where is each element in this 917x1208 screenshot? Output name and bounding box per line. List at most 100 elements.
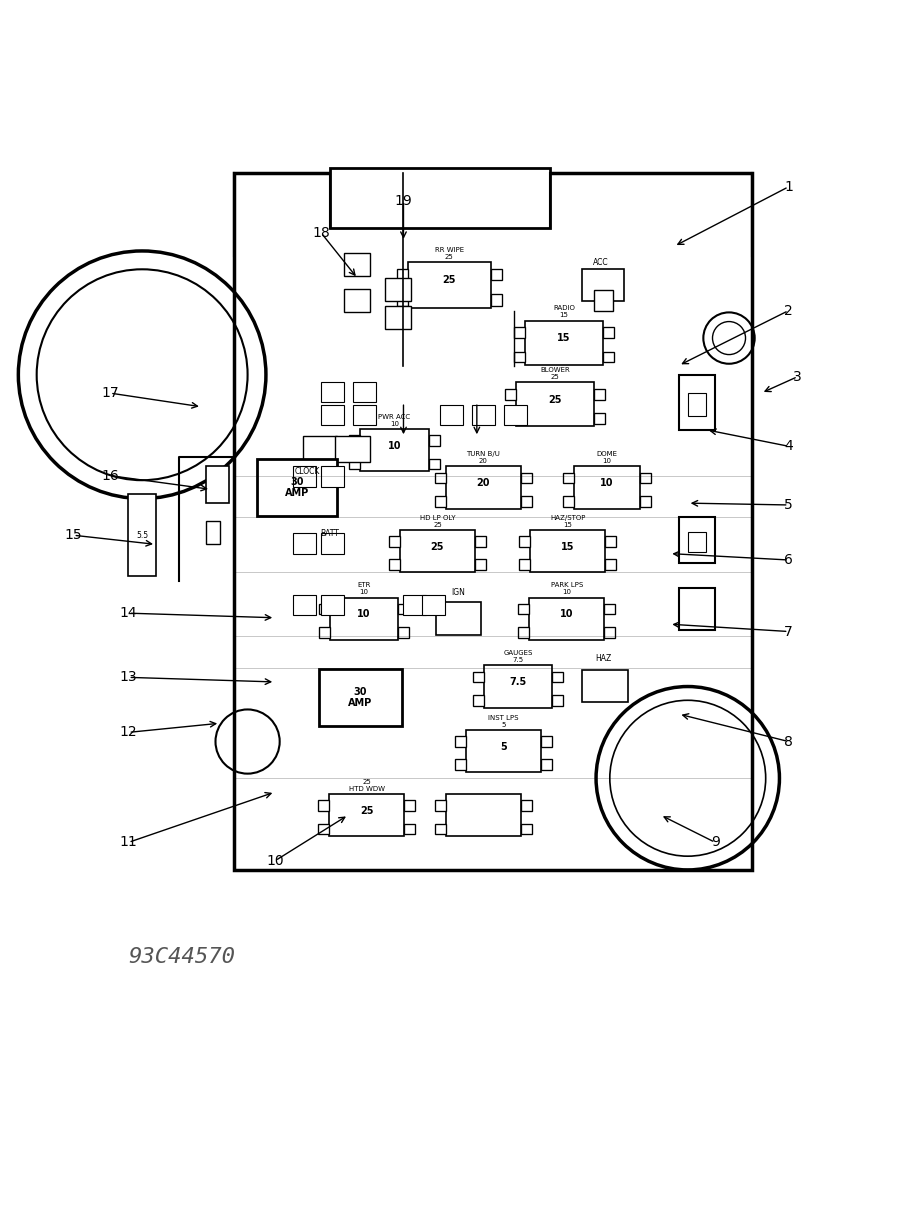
Text: 25: 25: [431, 541, 444, 552]
Bar: [473, 695, 484, 705]
Bar: [491, 269, 502, 280]
Bar: [435, 801, 446, 811]
Text: 20: 20: [477, 478, 490, 488]
Text: 18: 18: [312, 226, 330, 239]
Bar: [515, 382, 593, 426]
Bar: [594, 389, 605, 400]
Bar: [404, 801, 415, 811]
Bar: [321, 382, 344, 402]
Bar: [688, 532, 706, 552]
Bar: [293, 534, 316, 553]
Text: 30
AMP: 30 AMP: [348, 686, 372, 708]
Bar: [385, 279, 411, 301]
Bar: [128, 494, 156, 576]
Bar: [428, 459, 440, 469]
Bar: [604, 627, 615, 638]
Bar: [353, 405, 376, 425]
Text: 1: 1: [784, 180, 793, 193]
Text: 25: 25: [548, 395, 561, 405]
Text: TURN B/U
20: TURN B/U 20: [467, 452, 500, 464]
Bar: [582, 670, 628, 702]
Bar: [541, 736, 552, 747]
Bar: [525, 320, 602, 365]
Text: 93C44570: 93C44570: [128, 947, 236, 968]
Bar: [348, 459, 359, 469]
Text: 7: 7: [784, 625, 793, 639]
Bar: [408, 262, 491, 308]
Bar: [514, 327, 525, 338]
Bar: [348, 435, 359, 446]
Text: 15: 15: [64, 528, 83, 542]
Bar: [436, 602, 481, 635]
Text: 6: 6: [784, 553, 793, 567]
Bar: [389, 559, 400, 570]
Bar: [475, 559, 486, 570]
Text: ETR
10: ETR 10: [358, 582, 370, 596]
Text: 25
HTD WDW: 25 HTD WDW: [348, 779, 385, 791]
Bar: [521, 474, 532, 483]
Bar: [293, 466, 316, 487]
Bar: [574, 466, 640, 509]
Text: 25: 25: [360, 806, 373, 815]
Bar: [330, 168, 550, 228]
Bar: [440, 405, 463, 425]
Text: 5.5: 5.5: [136, 530, 149, 540]
Text: RADIO
15: RADIO 15: [553, 306, 575, 319]
Bar: [605, 559, 616, 570]
Bar: [472, 405, 495, 425]
Bar: [455, 736, 466, 747]
Bar: [321, 534, 344, 553]
Bar: [335, 436, 370, 461]
Text: ACC: ACC: [592, 257, 609, 267]
Text: 10: 10: [388, 441, 401, 451]
Bar: [504, 405, 527, 425]
Bar: [293, 594, 316, 615]
Text: DOME
10: DOME 10: [597, 452, 617, 464]
Bar: [319, 604, 330, 615]
Bar: [563, 474, 574, 483]
Bar: [605, 536, 616, 546]
Bar: [518, 627, 529, 638]
Text: 10: 10: [560, 610, 573, 620]
Bar: [491, 295, 502, 306]
Bar: [397, 269, 408, 280]
Bar: [385, 306, 411, 329]
Bar: [504, 413, 515, 424]
Bar: [446, 794, 521, 836]
Text: CLOCK: CLOCK: [294, 466, 320, 476]
Bar: [582, 269, 624, 301]
Bar: [303, 436, 337, 461]
Bar: [435, 496, 446, 506]
Bar: [518, 604, 529, 615]
Bar: [594, 290, 613, 310]
Text: 11: 11: [119, 836, 138, 849]
Bar: [400, 530, 475, 571]
Text: 15: 15: [558, 333, 570, 343]
Bar: [679, 588, 715, 629]
Bar: [552, 672, 563, 683]
Bar: [206, 522, 220, 545]
Text: BATT: BATT: [321, 529, 339, 538]
Text: HAZ/STOP
15: HAZ/STOP 15: [550, 515, 585, 528]
Bar: [344, 252, 370, 275]
Text: 25: 25: [443, 275, 456, 285]
Bar: [541, 760, 552, 769]
Bar: [688, 393, 706, 416]
Bar: [321, 405, 344, 425]
Bar: [530, 530, 605, 571]
Text: 10: 10: [358, 610, 370, 620]
Bar: [504, 389, 515, 400]
Text: GAUGES
7.5: GAUGES 7.5: [503, 650, 533, 663]
Bar: [234, 173, 752, 870]
Text: INST LPS
5: INST LPS 5: [488, 714, 519, 727]
Bar: [398, 604, 409, 615]
Bar: [594, 413, 605, 424]
Bar: [398, 627, 409, 638]
Bar: [428, 435, 440, 446]
Bar: [529, 598, 604, 640]
Text: 8: 8: [784, 734, 793, 749]
Bar: [321, 594, 344, 615]
Bar: [435, 824, 446, 834]
Text: RR WIPE
25: RR WIPE 25: [435, 246, 464, 260]
Bar: [521, 824, 532, 834]
